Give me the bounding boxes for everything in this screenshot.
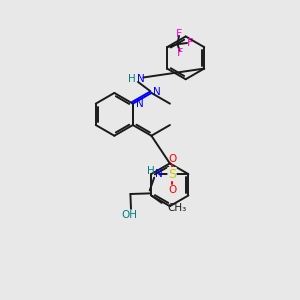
Text: F: F xyxy=(177,48,183,58)
Text: CH₃: CH₃ xyxy=(167,203,186,213)
Text: N: N xyxy=(136,99,143,109)
Text: O: O xyxy=(168,184,176,194)
Text: N: N xyxy=(136,74,144,84)
Text: O: O xyxy=(168,154,176,164)
Text: H: H xyxy=(128,74,135,84)
Text: S: S xyxy=(168,168,176,181)
Text: N: N xyxy=(153,87,160,97)
Text: F: F xyxy=(187,38,193,48)
Text: N: N xyxy=(155,169,163,179)
Text: F: F xyxy=(176,29,182,39)
Text: H: H xyxy=(147,166,155,176)
Text: OH: OH xyxy=(122,210,137,220)
